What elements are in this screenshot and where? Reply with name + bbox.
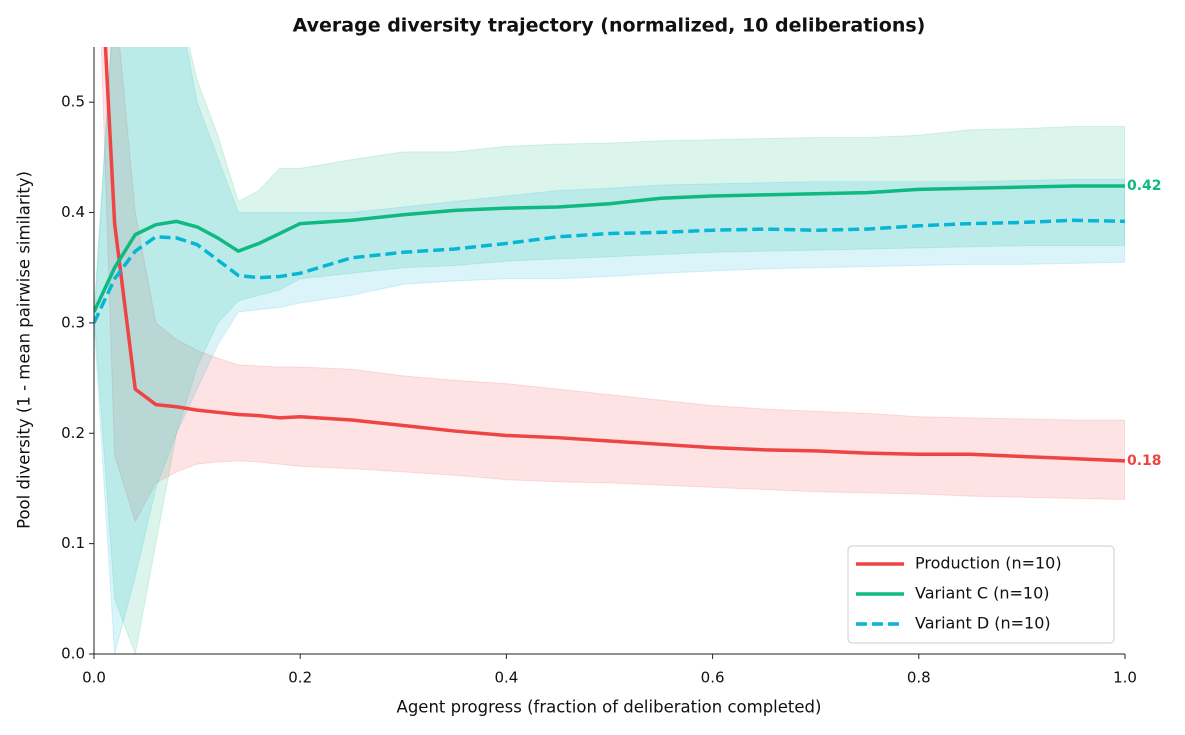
x-tick-label: 0.6 bbox=[701, 669, 725, 687]
chart-title: Average diversity trajectory (normalized… bbox=[293, 15, 926, 37]
series-line bbox=[103, 47, 1125, 463]
x-tick-label: 0.2 bbox=[288, 669, 312, 687]
y-tick-label: 0.1 bbox=[61, 534, 85, 552]
y-tick-label: 0.0 bbox=[61, 645, 85, 663]
y-tick-label: 0.2 bbox=[61, 424, 85, 442]
x-tick-label: 0.4 bbox=[494, 669, 518, 687]
end-label: 0.42 bbox=[1127, 178, 1162, 194]
x-axis-label: Agent progress (fraction of deliberation… bbox=[397, 698, 822, 717]
confidence-band bbox=[100, 47, 1125, 523]
plot-area bbox=[94, 47, 1125, 654]
confidence-band bbox=[94, 47, 1125, 654]
y-tick-label: 0.5 bbox=[61, 93, 85, 111]
series-line bbox=[94, 218, 1125, 324]
legend-label: Production (n=10) bbox=[915, 554, 1062, 573]
end-label: 0.18 bbox=[1127, 453, 1162, 469]
legend-label: Variant C (n=10) bbox=[915, 584, 1049, 603]
legend-label: Variant D (n=10) bbox=[915, 614, 1051, 633]
x-tick-label: 0.8 bbox=[907, 669, 931, 687]
y-tick-label: 0.3 bbox=[61, 313, 85, 331]
series-line bbox=[94, 184, 1125, 313]
x-tick-label: 0.0 bbox=[82, 669, 106, 687]
y-tick-label: 0.4 bbox=[61, 203, 85, 221]
x-tick-label: 1.0 bbox=[1113, 669, 1137, 687]
legend-box bbox=[847, 545, 1115, 644]
confidence-band bbox=[94, 47, 1125, 654]
y-axis-label: Pool diversity (1 - mean pairwise simila… bbox=[15, 171, 34, 529]
